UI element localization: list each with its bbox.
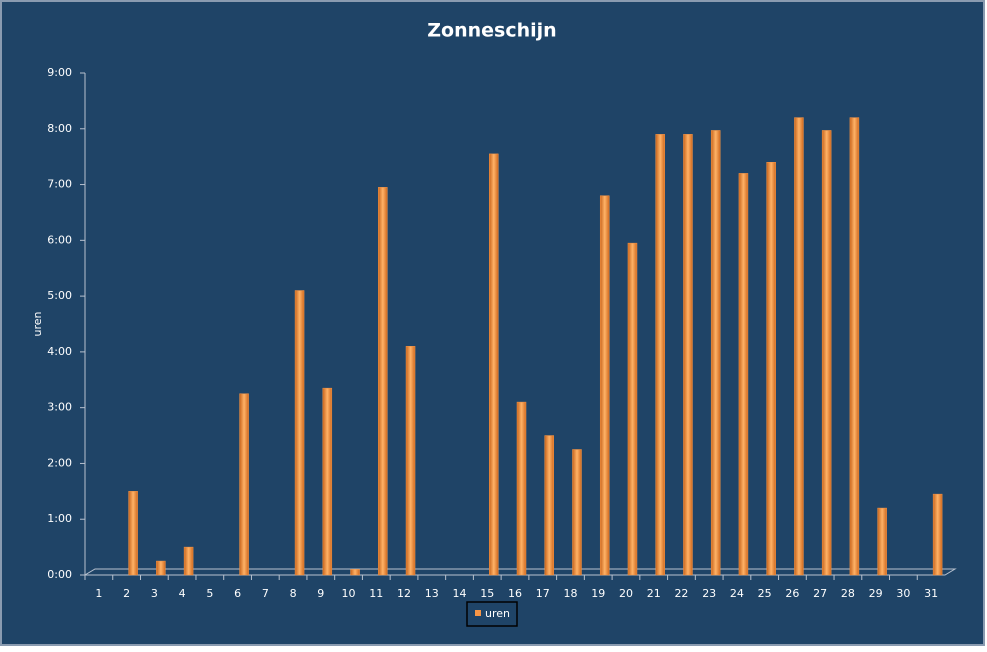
x-tick-label: 28 [841,587,855,600]
bar [932,493,943,576]
y-tick-label: 0:00 [47,568,72,581]
bar [322,387,333,576]
x-tick-label: 26 [785,587,799,600]
x-tick-label: 23 [702,587,716,600]
bar [489,153,499,576]
bar [183,546,194,576]
bar [128,491,138,576]
x-tick-label: 5 [206,587,213,600]
y-tick-label: 6:00 [47,233,72,246]
x-tick-label: 2 [123,587,130,600]
y-tick-label: 1:00 [47,512,72,525]
x-tick-label: 20 [619,587,633,600]
x-tick-label: 8 [290,587,297,600]
y-tick-label: 7:00 [47,178,72,191]
bar [156,560,166,576]
x-tick-label: 31 [924,587,938,600]
x-tick-label: 11 [369,587,383,600]
bar [572,449,582,576]
bar [655,134,665,576]
bar [350,569,360,576]
x-tick-label: 27 [813,587,827,600]
bar [544,435,554,576]
bar [849,117,860,576]
bar [766,161,776,576]
x-tick-label: 13 [425,587,439,600]
legend-box [466,601,518,627]
x-tick-label: 6 [234,587,241,600]
x-tick-label: 9 [317,587,324,600]
x-tick-label: 15 [480,587,494,600]
y-tick-label: 3:00 [47,401,72,414]
x-tick-label: 7 [262,587,269,600]
bar [877,507,887,576]
bar [683,134,693,576]
x-tick-label: 21 [647,587,661,600]
x-tick-label: 17 [536,587,550,600]
bar [405,346,416,576]
bar [294,290,305,576]
x-tick-label: 3 [151,587,158,600]
y-axis-label: uren [31,311,44,336]
x-tick-label: 22 [674,587,688,600]
x-tick-label: 30 [896,587,910,600]
bar [627,242,638,576]
x-tick-label: 12 [397,587,411,600]
x-tick-label: 29 [869,587,883,600]
chart-title: Zonneschijn [427,20,556,42]
x-tick-label: 16 [508,587,522,600]
x-tick-label: 19 [591,587,605,600]
bar [239,393,249,576]
x-tick-label: 4 [179,587,186,600]
bar [794,117,804,576]
x-tick-label: 24 [730,587,744,600]
y-tick-label: 8:00 [47,122,72,135]
y-tick-label: 2:00 [47,456,72,469]
x-tick-label: 10 [342,587,356,600]
x-tick-label: 14 [453,587,467,600]
x-tick-label: 25 [758,587,772,600]
x-tick-label: 18 [563,587,577,600]
x-tick-label: 1 [95,587,102,600]
bar [738,173,749,576]
bar [599,195,610,576]
y-tick-label: 9:00 [47,66,72,79]
legend-label: uren [485,607,510,620]
bar [710,130,721,576]
y-tick-label: 4:00 [47,345,72,358]
y-tick-label: 5:00 [47,289,72,302]
bar [821,130,832,576]
bar [516,401,527,576]
legend-swatch [475,610,481,616]
bar [378,187,388,576]
